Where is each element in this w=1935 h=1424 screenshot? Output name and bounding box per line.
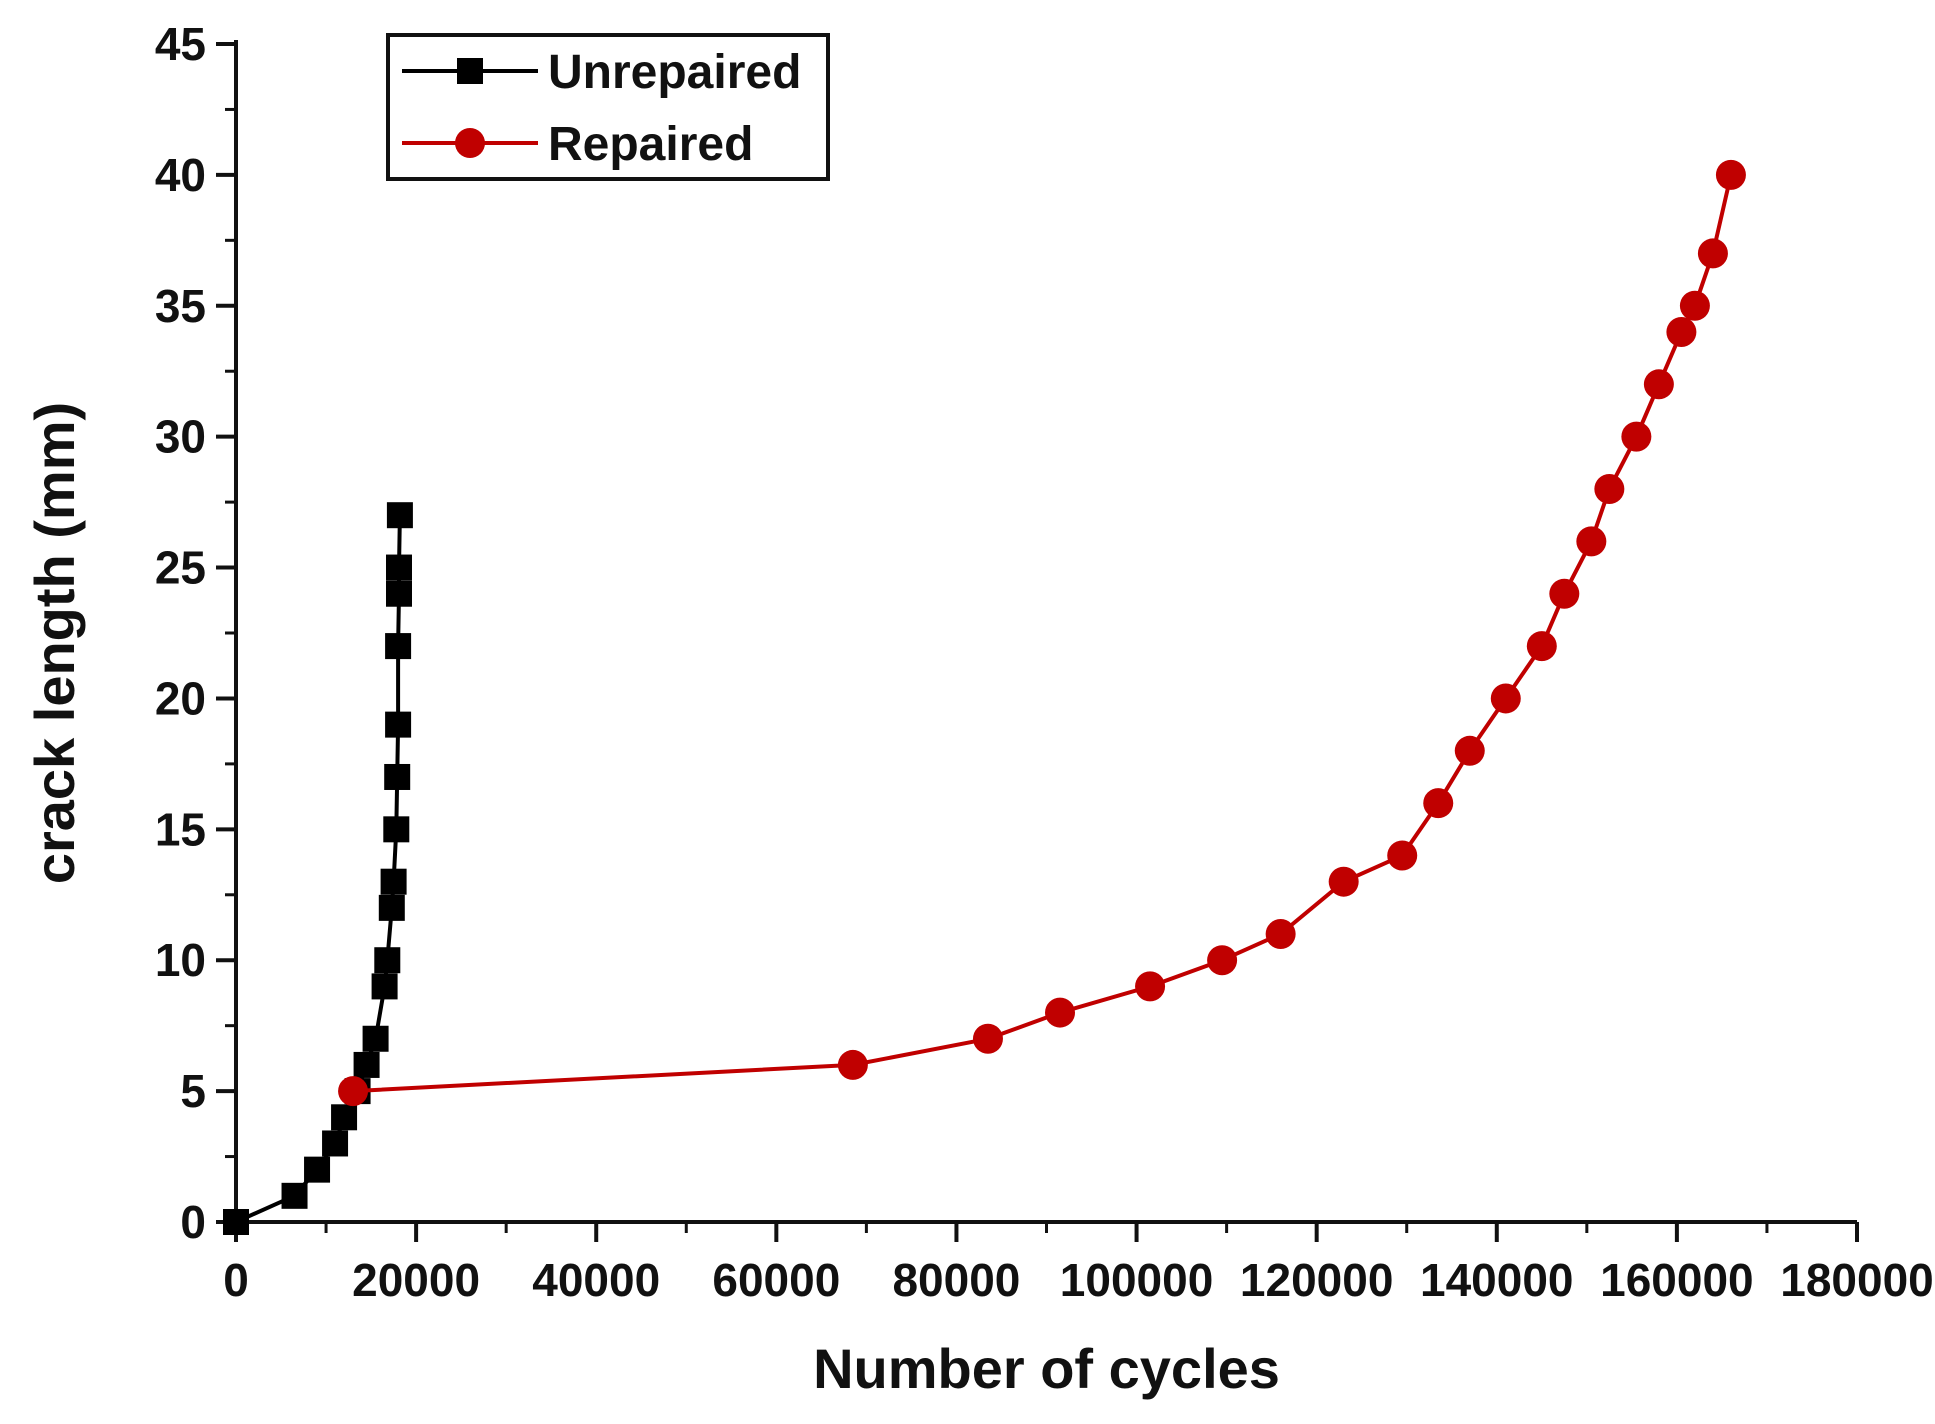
data-point-circle — [1135, 971, 1166, 1002]
axes: 0 5 10 15 20 25 30 35 40 45 0 20000 40000 60000 80000 1… — [155, 18, 1934, 1306]
y-tick-label: 15 — [155, 803, 206, 855]
data-point-circle — [1045, 997, 1076, 1028]
data-point-square — [362, 1025, 389, 1052]
data-point-circle — [972, 1023, 1003, 1054]
y-tick-label: 0 — [180, 1196, 206, 1248]
data-point-circle — [1423, 788, 1454, 819]
y-axis-title: crack length (mm) — [23, 402, 86, 884]
data-point-circle — [1621, 421, 1652, 452]
data-point-square — [384, 763, 411, 790]
data-point-square — [385, 633, 412, 660]
y-tick-label: 35 — [155, 280, 206, 332]
data-point-circle — [1643, 369, 1674, 400]
x-tick-label: 0 — [223, 1254, 249, 1306]
data-point-square — [386, 502, 413, 529]
data-point-circle — [1576, 526, 1607, 557]
x-tick-label: 180000 — [1780, 1254, 1934, 1306]
x-tick-label: 20000 — [352, 1254, 480, 1306]
series-group — [223, 159, 1746, 1235]
data-point-circle — [1265, 919, 1296, 950]
data-point-circle — [1594, 474, 1625, 505]
data-point-square — [304, 1156, 331, 1183]
y-tick-label: 45 — [155, 18, 206, 70]
series-repaired — [338, 159, 1746, 1107]
x-tick-label: 80000 — [892, 1254, 1020, 1306]
x-tick-label: 140000 — [1420, 1254, 1574, 1306]
legend-label: Unrepaired — [548, 46, 801, 99]
y-tick-label: 20 — [155, 672, 206, 724]
data-point-square — [386, 580, 413, 607]
data-point-circle — [1666, 316, 1697, 347]
data-point-circle — [1549, 578, 1580, 609]
data-point-circle — [1490, 683, 1521, 714]
x-tick-label: 120000 — [1240, 1254, 1394, 1306]
data-point-circle — [1697, 238, 1728, 269]
x-tick-label: 40000 — [532, 1254, 660, 1306]
x-tick-label: 160000 — [1600, 1254, 1754, 1306]
data-point-square — [378, 894, 405, 921]
data-point-square — [385, 711, 412, 738]
legend-marker-circle — [455, 128, 485, 158]
series-line-repaired — [352, 174, 1733, 1094]
legend-label: Repaired — [548, 118, 753, 171]
y-tick-label: 5 — [180, 1065, 206, 1117]
legend: Unrepaired Repaired — [386, 33, 830, 181]
data-point-circle — [1207, 945, 1238, 976]
data-point-circle — [837, 1049, 868, 1080]
y-tick-label: 25 — [155, 542, 206, 594]
x-tick-label: 100000 — [1060, 1254, 1214, 1306]
data-point-square — [380, 868, 407, 895]
data-point-circle — [1328, 866, 1359, 897]
data-point-circle — [1387, 840, 1418, 871]
series-unrepaired — [223, 502, 413, 1235]
y-tick-label: 30 — [155, 411, 206, 463]
legend-marker-square — [457, 58, 483, 84]
data-point-square — [281, 1182, 308, 1209]
series-line-unrepaired — [235, 515, 402, 1224]
data-point-circle — [1454, 735, 1485, 766]
x-axis-title: Number of cycles — [813, 1337, 1280, 1400]
y-tick-label: 40 — [155, 149, 206, 201]
data-point-circle — [1715, 159, 1746, 190]
y-tick-label: 10 — [155, 934, 206, 986]
x-tick-label: 60000 — [712, 1254, 840, 1306]
data-point-square — [322, 1130, 349, 1157]
data-point-circle — [338, 1076, 369, 1107]
data-point-square — [223, 1209, 249, 1235]
data-point-circle — [1679, 290, 1710, 321]
data-point-square — [386, 554, 413, 581]
data-point-square — [371, 973, 398, 1000]
data-point-square — [353, 1051, 380, 1078]
data-point-circle — [1526, 631, 1557, 662]
data-point-square — [383, 816, 410, 843]
data-point-square — [374, 947, 401, 974]
data-point-square — [331, 1104, 358, 1131]
